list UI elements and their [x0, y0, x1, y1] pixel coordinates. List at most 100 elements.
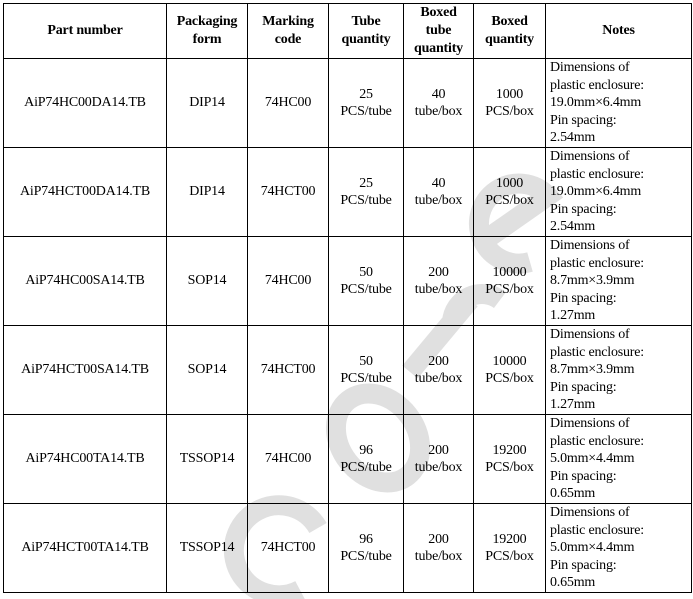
note-line: Dimensions of	[550, 416, 630, 432]
cell-text: 40	[431, 175, 446, 191]
header-boxed-quantity: Boxed quantity	[473, 3, 546, 59]
cell-boxed-tube-quantity: 200 tube/box	[403, 414, 474, 504]
note-line: plastic enclosure:	[550, 255, 644, 271]
cell-packaging-form: SOP14	[166, 325, 248, 415]
note-line: 19.0mm×6.4mm	[550, 95, 642, 111]
cell-text: TSSOP14	[179, 540, 235, 556]
table-row: AiP74HC00DA14.TB DIP14 74HC00 25 PCS/tube 40 t…	[3, 58, 692, 148]
cell-text: 200	[428, 531, 449, 547]
cell-text: tube/box	[414, 104, 463, 119]
note-line: 0.65mm	[550, 575, 596, 591]
cell-text: PCS/box	[485, 282, 534, 297]
cell-text: PCS/box	[485, 193, 534, 208]
cell-text: PCS/box	[485, 549, 534, 564]
note-line: Dimensions of	[550, 60, 630, 76]
cell-text: tube/box	[414, 371, 463, 386]
cell-text: 19200	[492, 531, 527, 547]
cell-packaging-form: TSSOP14	[166, 503, 248, 593]
note-line: 2.54mm	[550, 130, 596, 146]
cell-text: AiP74HC00SA14.TB	[25, 273, 145, 289]
cell-text: PCS/tube	[340, 549, 392, 564]
cell-text: DIP14	[189, 95, 225, 111]
cell-text: PCS/box	[485, 104, 534, 119]
cell-text: SOP14	[187, 362, 227, 378]
cell-marking-code: 74HC00	[247, 414, 329, 504]
cell-boxed-tube-quantity: 200 tube/box	[403, 325, 474, 415]
header-packaging-form: Packaging form	[166, 3, 248, 59]
cell-text: PCS/tube	[340, 193, 392, 208]
cell-boxed-tube-quantity: 200 tube/box	[403, 503, 474, 593]
cell-notes: Dimensions of plastic enclosure: 19.0mm×6.…	[545, 58, 692, 148]
note-line: plastic enclosure:	[550, 522, 644, 538]
cell-boxed-quantity: 19200 PCS/box	[473, 414, 546, 504]
table-row: AiP74HCT00SA14.TB SOP14 74HCT00 50 PCS/tube 2…	[3, 325, 692, 415]
note-line: plastic enclosure:	[550, 166, 644, 182]
cell-text: 25	[359, 86, 373, 102]
note-line: plastic enclosure:	[550, 344, 644, 360]
note-line: Dimensions of	[550, 327, 630, 343]
note-line: Pin spacing:	[550, 201, 617, 217]
cell-marking-code: 74HCT00	[247, 325, 329, 415]
note-line: 5.0mm×4.4mm	[550, 540, 635, 556]
header-notes: Notes	[545, 3, 692, 59]
cell-boxed-tube-quantity: 40 tube/box	[403, 147, 474, 237]
cell-text: 50	[359, 353, 373, 369]
note-line: Pin spacing:	[550, 290, 617, 306]
cell-tube-quantity: 50 PCS/tube	[328, 236, 404, 326]
header-boxed-tube-quantity: Boxed tube quantity	[403, 3, 474, 59]
cell-text: 10000	[492, 353, 527, 369]
note-line: Dimensions of	[550, 238, 630, 254]
cell-notes: Dimensions of plastic enclosure: 5.0mm×4.4…	[545, 503, 692, 593]
cell-text: 74HC00	[264, 451, 312, 467]
header-part-number: Part number	[3, 3, 167, 59]
cell-packaging-form: TSSOP14	[166, 414, 248, 504]
cell-text: AiP74HC00TA14.TB	[25, 451, 145, 467]
cell-text: PCS/tube	[340, 282, 392, 297]
header-marking-code: Marking code	[247, 3, 329, 59]
cell-text: 74HCT00	[260, 184, 316, 200]
cell-text: AiP74HC00DA14.TB	[24, 95, 146, 111]
note-line: plastic enclosure:	[550, 433, 644, 449]
cell-text: tube/box	[414, 282, 463, 297]
cell-marking-code: 74HC00	[247, 236, 329, 326]
note-line: 8.7mm×3.9mm	[550, 362, 635, 378]
ordering-info-table: Part number Packaging form Marking code …	[3, 3, 692, 593]
cell-tube-quantity: 96 PCS/tube	[328, 503, 404, 593]
cell-text: 200	[428, 353, 449, 369]
cell-text: TSSOP14	[179, 451, 235, 467]
cell-part-number: AiP74HCT00TA14.TB	[3, 503, 167, 593]
cell-tube-quantity: 25 PCS/tube	[328, 58, 404, 148]
cell-text: 74HCT00	[260, 362, 316, 378]
cell-text: tube/box	[414, 460, 463, 475]
cell-tube-quantity: 25 PCS/tube	[328, 147, 404, 237]
cell-notes: Dimensions of plastic enclosure: 8.7mm×3.9…	[545, 325, 692, 415]
cell-boxed-tube-quantity: 40 tube/box	[403, 58, 474, 148]
cell-packaging-form: DIP14	[166, 147, 248, 237]
cell-text: 200	[428, 264, 449, 280]
cell-text: PCS/tube	[340, 104, 392, 119]
note-line: Pin spacing:	[550, 468, 617, 484]
cell-part-number: AiP74HC00SA14.TB	[3, 236, 167, 326]
cell-packaging-form: DIP14	[166, 58, 248, 148]
cell-boxed-quantity: 19200 PCS/box	[473, 503, 546, 593]
cell-text: 1000	[495, 86, 524, 102]
cell-marking-code: 74HCT00	[247, 503, 329, 593]
header-row: Part number Packaging form Marking code …	[3, 3, 692, 59]
cell-boxed-quantity: 10000 PCS/box	[473, 236, 546, 326]
cell-boxed-tube-quantity: 200 tube/box	[403, 236, 474, 326]
cell-text: AiP74HCT00DA14.TB	[20, 184, 150, 200]
table-row: AiP74HCT00DA14.TB DIP14 74HCT00 25 PCS/tube 4…	[3, 147, 692, 237]
note-line: 2.54mm	[550, 219, 596, 235]
note-line: 1.27mm	[550, 308, 596, 324]
note-line: Dimensions of	[550, 149, 630, 165]
note-line: 8.7mm×3.9mm	[550, 273, 635, 289]
cell-text: 50	[359, 264, 373, 280]
cell-boxed-quantity: 1000 PCS/box	[473, 147, 546, 237]
cell-text: 40	[431, 86, 446, 102]
cell-boxed-quantity: 1000 PCS/box	[473, 58, 546, 148]
cell-text: AiP74HCT00TA14.TB	[21, 540, 149, 556]
cell-part-number: AiP74HC00TA14.TB	[3, 414, 167, 504]
table-row: AiP74HC00TA14.TB TSSOP14 74HC00 96 PCS/tube 2…	[3, 414, 692, 504]
cell-text: 74HC00	[264, 273, 312, 289]
note-line: Pin spacing:	[550, 557, 617, 573]
